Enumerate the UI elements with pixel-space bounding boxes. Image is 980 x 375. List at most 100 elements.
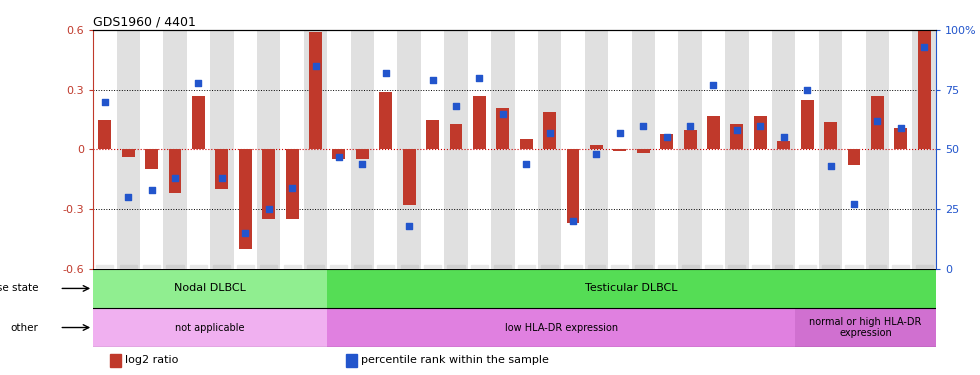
Bar xyxy=(473,96,486,150)
Point xyxy=(97,99,113,105)
Point xyxy=(542,130,558,136)
Point xyxy=(214,175,229,181)
Bar xyxy=(420,30,444,269)
Bar xyxy=(374,30,398,269)
Bar xyxy=(491,30,514,269)
Bar xyxy=(140,30,164,269)
Point xyxy=(659,135,674,141)
Text: Nodal DLBCL: Nodal DLBCL xyxy=(174,284,246,293)
Bar xyxy=(327,269,936,308)
Bar xyxy=(332,150,345,159)
Bar xyxy=(93,308,327,347)
Point xyxy=(237,230,253,236)
Bar xyxy=(280,30,304,269)
Point xyxy=(729,128,745,134)
Bar xyxy=(122,150,134,158)
Bar xyxy=(309,32,322,150)
Bar xyxy=(164,30,187,269)
Text: not applicable: not applicable xyxy=(175,322,245,333)
Bar xyxy=(585,30,609,269)
Bar xyxy=(725,30,749,269)
Point xyxy=(471,75,487,81)
Text: percentile rank within the sample: percentile rank within the sample xyxy=(361,355,549,365)
Text: Testicular DLBCL: Testicular DLBCL xyxy=(585,284,678,293)
Bar xyxy=(613,150,626,152)
Point xyxy=(846,201,861,207)
Bar xyxy=(678,30,702,269)
Point xyxy=(518,161,534,167)
Bar xyxy=(702,30,725,269)
Point xyxy=(869,118,885,124)
Bar xyxy=(661,134,673,150)
Point xyxy=(355,161,370,167)
Bar xyxy=(631,30,655,269)
Bar xyxy=(912,30,936,269)
Bar xyxy=(285,150,299,219)
Point xyxy=(682,123,698,129)
Bar xyxy=(917,6,931,150)
Text: normal or high HLA-DR
expression: normal or high HLA-DR expression xyxy=(809,317,922,338)
Bar xyxy=(819,30,842,269)
Point xyxy=(190,80,206,86)
Bar xyxy=(514,30,538,269)
Bar xyxy=(216,150,228,189)
Bar xyxy=(169,150,181,193)
Bar xyxy=(796,30,819,269)
Point xyxy=(284,184,300,190)
Bar xyxy=(327,308,796,347)
Bar xyxy=(801,100,813,150)
Bar xyxy=(327,30,351,269)
Bar xyxy=(263,150,275,219)
Bar xyxy=(566,150,579,223)
Point xyxy=(822,163,838,169)
Text: other: other xyxy=(11,322,38,333)
Point xyxy=(144,187,160,193)
Bar xyxy=(444,30,467,269)
Text: log2 ratio: log2 ratio xyxy=(125,355,178,365)
Bar xyxy=(889,30,912,269)
Bar xyxy=(210,30,233,269)
Bar xyxy=(145,150,158,170)
Point xyxy=(495,111,511,117)
Bar xyxy=(749,30,772,269)
Point xyxy=(261,206,276,212)
Bar xyxy=(730,124,744,150)
Bar xyxy=(754,116,766,150)
Bar xyxy=(842,30,865,269)
Point xyxy=(706,82,721,88)
Point xyxy=(308,63,323,69)
Bar xyxy=(233,30,257,269)
Bar xyxy=(562,30,585,269)
Point xyxy=(424,77,440,83)
Bar xyxy=(865,30,889,269)
Point xyxy=(776,135,792,141)
Point xyxy=(448,104,464,110)
Bar xyxy=(655,30,678,269)
Point xyxy=(635,123,651,129)
Bar xyxy=(796,308,936,347)
Point xyxy=(331,154,347,160)
Point xyxy=(800,87,815,93)
Bar xyxy=(239,150,252,249)
Point xyxy=(401,223,416,229)
Bar xyxy=(538,30,562,269)
Bar xyxy=(351,30,374,269)
Bar xyxy=(519,140,533,150)
Bar xyxy=(772,30,796,269)
Point xyxy=(378,70,394,76)
Point xyxy=(589,151,605,157)
Bar xyxy=(398,30,420,269)
Point xyxy=(753,123,768,129)
Bar xyxy=(187,30,210,269)
Bar xyxy=(684,129,697,150)
Bar xyxy=(93,30,117,269)
Bar xyxy=(590,146,603,150)
Bar xyxy=(379,92,392,150)
Bar xyxy=(543,112,556,150)
Bar xyxy=(403,150,416,205)
Bar xyxy=(257,30,280,269)
Bar xyxy=(637,150,650,153)
Bar xyxy=(777,141,790,150)
Bar xyxy=(609,30,631,269)
Text: GDS1960 / 4401: GDS1960 / 4401 xyxy=(93,16,196,29)
